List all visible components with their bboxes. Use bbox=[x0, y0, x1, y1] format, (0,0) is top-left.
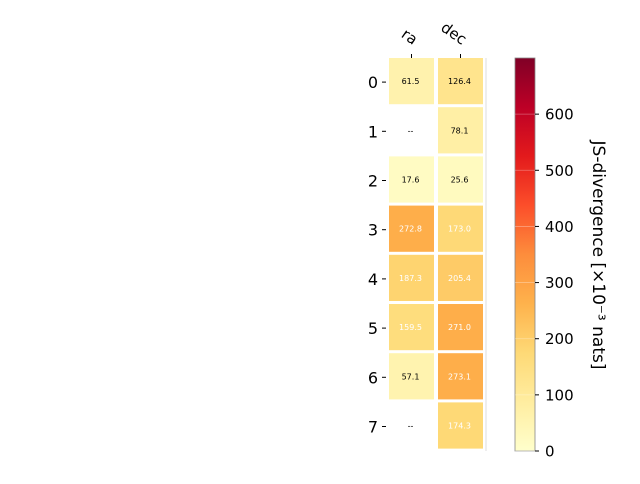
row-label-4: 4 bbox=[368, 270, 378, 289]
heatmap-cell bbox=[438, 58, 483, 105]
colorbar-tick-label: 400 bbox=[545, 218, 574, 236]
cell-value-label: 57.1 bbox=[402, 372, 420, 381]
colorbar-gradient bbox=[514, 57, 536, 452]
row-label-3: 3 bbox=[368, 221, 378, 240]
cell-value-label: 174.3 bbox=[448, 422, 471, 431]
heatmap-cell bbox=[438, 353, 483, 400]
cell-value-label: 78.1 bbox=[451, 126, 469, 135]
cell-value-label: 61.5 bbox=[402, 77, 420, 86]
cell-value-label: 273.1 bbox=[448, 372, 471, 381]
row-label-7: 7 bbox=[368, 418, 378, 437]
row-label-2: 2 bbox=[368, 172, 378, 191]
heatmap-cell bbox=[438, 254, 483, 301]
colorbar-label: JS-divergence [×10⁻³ nats] bbox=[588, 140, 608, 370]
column-label-ra: ra bbox=[398, 25, 421, 49]
colorbar-tick-label: 500 bbox=[545, 162, 574, 180]
heatmap-cell bbox=[438, 304, 483, 351]
heatmap-cell bbox=[438, 205, 483, 252]
heatmap-cell bbox=[389, 205, 434, 252]
heatmap-cells: 61.5 126.4 -- 78.1 17.6 25.6 272.8 173.0 187.3 20… bbox=[389, 58, 487, 451]
cell-value-label: 187.3 bbox=[399, 274, 422, 283]
cell-value-label: 173.0 bbox=[448, 225, 471, 234]
colorbar: 0 100 200 300 400 500 600 JS-divergence [×10⁻³ … bbox=[514, 57, 608, 461]
column-labels: ra dec bbox=[398, 18, 470, 58]
heatmap-cell bbox=[438, 402, 483, 449]
cell-value-label: 126.4 bbox=[448, 77, 471, 86]
colorbar-tick-label: 300 bbox=[545, 274, 574, 292]
heatmap-cell bbox=[389, 58, 434, 105]
row-label-1: 1 bbox=[368, 122, 378, 141]
cell-value-label: 205.4 bbox=[448, 274, 471, 283]
cell-value-label: 25.6 bbox=[451, 176, 469, 185]
heatmap-cell bbox=[389, 254, 434, 301]
row-label-5: 5 bbox=[368, 319, 378, 338]
cell-value-label: 17.6 bbox=[402, 176, 420, 185]
heatmap-cell bbox=[389, 304, 434, 351]
cell-value-label: 271.0 bbox=[448, 323, 471, 332]
heatmap-cell bbox=[438, 156, 483, 203]
column-label-dec: dec bbox=[438, 18, 470, 48]
cell-value-label: 272.8 bbox=[399, 225, 422, 234]
cell-value-label: -- bbox=[408, 126, 414, 135]
colorbar-tick-label: 0 bbox=[545, 443, 555, 461]
row-label-6: 6 bbox=[368, 368, 378, 387]
colorbar-tick-label: 600 bbox=[545, 106, 574, 124]
cell-value-label: 159.5 bbox=[399, 323, 422, 332]
heatmap-cell bbox=[389, 353, 434, 400]
heatmap-cell bbox=[438, 107, 483, 154]
row-label-0: 0 bbox=[368, 73, 378, 92]
heatmap-cell bbox=[389, 156, 434, 203]
colorbar-tick-label: 100 bbox=[545, 386, 574, 404]
cell-value-label: -- bbox=[408, 422, 414, 431]
row-labels: 0 1 2 3 4 5 6 7 bbox=[368, 73, 386, 437]
colorbar-tick-label: 200 bbox=[545, 330, 574, 348]
